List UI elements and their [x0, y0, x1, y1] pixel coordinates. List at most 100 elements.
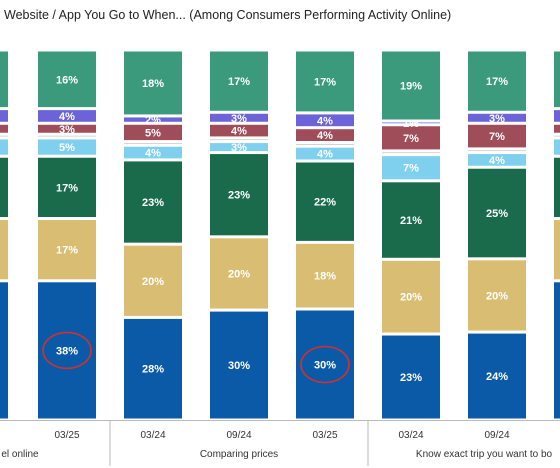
data-label: 2% — [145, 115, 161, 127]
data-label: 19% — [400, 81, 422, 93]
data-label: 18% — [314, 271, 336, 283]
bar-segment — [0, 157, 8, 218]
data-label: 38% — [56, 345, 78, 357]
bar-segment — [38, 220, 96, 280]
bar-segment — [38, 135, 96, 137]
bar-segment — [210, 113, 268, 122]
data-label: 23% — [228, 190, 250, 202]
data-label: 4% — [489, 155, 505, 167]
bar-segment — [38, 51, 96, 108]
bar-segment — [124, 318, 182, 419]
bar-segment — [0, 220, 8, 280]
bar-segment — [468, 150, 526, 152]
bar-segment — [554, 51, 560, 108]
data-label: 20% — [400, 292, 422, 304]
x-tick-label: 03/24 — [398, 430, 423, 441]
bar-segment — [554, 139, 560, 155]
data-label: 7% — [489, 131, 505, 143]
bar-segment — [124, 124, 182, 141]
data-label: 23% — [142, 197, 164, 209]
bar-segment — [210, 139, 268, 141]
highlight-circle — [300, 345, 350, 384]
data-label: 7% — [403, 163, 419, 175]
bar-segment — [0, 110, 8, 122]
bar-segment — [468, 113, 526, 122]
data-label: 4% — [231, 126, 247, 138]
x-tick-label: 09/24 — [484, 430, 509, 441]
bar-segment — [124, 117, 182, 122]
data-label: 4% — [145, 148, 161, 160]
data-label: 17% — [314, 76, 336, 88]
bar-segment — [124, 51, 182, 115]
data-label: 4% — [317, 115, 333, 127]
data-label: 16% — [56, 74, 78, 86]
bar-segment — [38, 139, 96, 155]
data-label: 7% — [403, 133, 419, 145]
data-label: 17% — [56, 182, 78, 194]
data-label: 3% — [231, 113, 247, 125]
bar-segment — [554, 135, 560, 137]
bar-segment — [38, 157, 96, 218]
data-label: 17% — [228, 76, 250, 88]
data-label: 3% — [59, 124, 75, 136]
bar-segment — [296, 147, 354, 160]
data-label: 21% — [400, 215, 422, 227]
data-label: 3% — [489, 113, 505, 125]
bar-segment — [38, 282, 96, 419]
bar-segment — [382, 126, 440, 150]
data-label: 22% — [314, 197, 336, 209]
data-label: 4% — [317, 149, 333, 161]
chart-title: Website / App You Go to When... (Among C… — [4, 8, 452, 22]
bar-segment — [124, 245, 182, 316]
bar-segment — [296, 114, 354, 127]
bar-segment — [210, 154, 268, 236]
data-label: 1% — [403, 118, 419, 130]
bar-segment — [210, 51, 268, 111]
bar-segment — [296, 243, 354, 308]
bar-segment — [0, 135, 8, 137]
bar-segment — [210, 143, 268, 152]
data-label: 24% — [486, 371, 508, 383]
bar-segment — [296, 310, 354, 419]
bar-segment — [38, 110, 96, 122]
bar-segment — [554, 110, 560, 122]
bar-segment — [296, 51, 354, 112]
bar-segment — [210, 238, 268, 309]
bar-segment — [382, 335, 440, 419]
bar-segment — [210, 311, 268, 419]
bar-segment — [38, 124, 96, 133]
bar-segment — [468, 333, 526, 419]
bar-segment — [554, 124, 560, 133]
bar-segment — [124, 161, 182, 243]
bar-segment — [468, 260, 526, 331]
bar-segment — [382, 122, 440, 124]
highlight-circle — [42, 331, 92, 370]
bar-segment — [210, 124, 268, 137]
bar-segment — [0, 124, 8, 133]
data-label: 5% — [145, 127, 161, 139]
bar-segment — [554, 220, 560, 280]
data-label: 17% — [486, 76, 508, 88]
data-label: 20% — [486, 290, 508, 302]
bar-segment — [554, 157, 560, 218]
data-label: 23% — [400, 372, 422, 384]
data-label: 25% — [486, 208, 508, 220]
data-label: 17% — [56, 245, 78, 257]
data-label: 5% — [59, 142, 75, 154]
group-label: el online — [1, 449, 39, 460]
data-label: 28% — [142, 364, 164, 376]
bar-segment — [296, 144, 354, 145]
data-label: 30% — [314, 360, 336, 372]
data-label: 4% — [317, 130, 333, 142]
bar-segment — [296, 129, 354, 141]
bar-segment — [468, 51, 526, 111]
bar-segment — [124, 146, 182, 159]
bar-segment — [382, 156, 440, 180]
x-tick-label: 03/25 — [312, 430, 337, 441]
bar-segment — [468, 124, 526, 148]
bar-segment — [554, 282, 560, 419]
bar-segment — [382, 152, 440, 154]
bar-segment — [382, 182, 440, 258]
group-label: Comparing prices — [200, 449, 278, 460]
